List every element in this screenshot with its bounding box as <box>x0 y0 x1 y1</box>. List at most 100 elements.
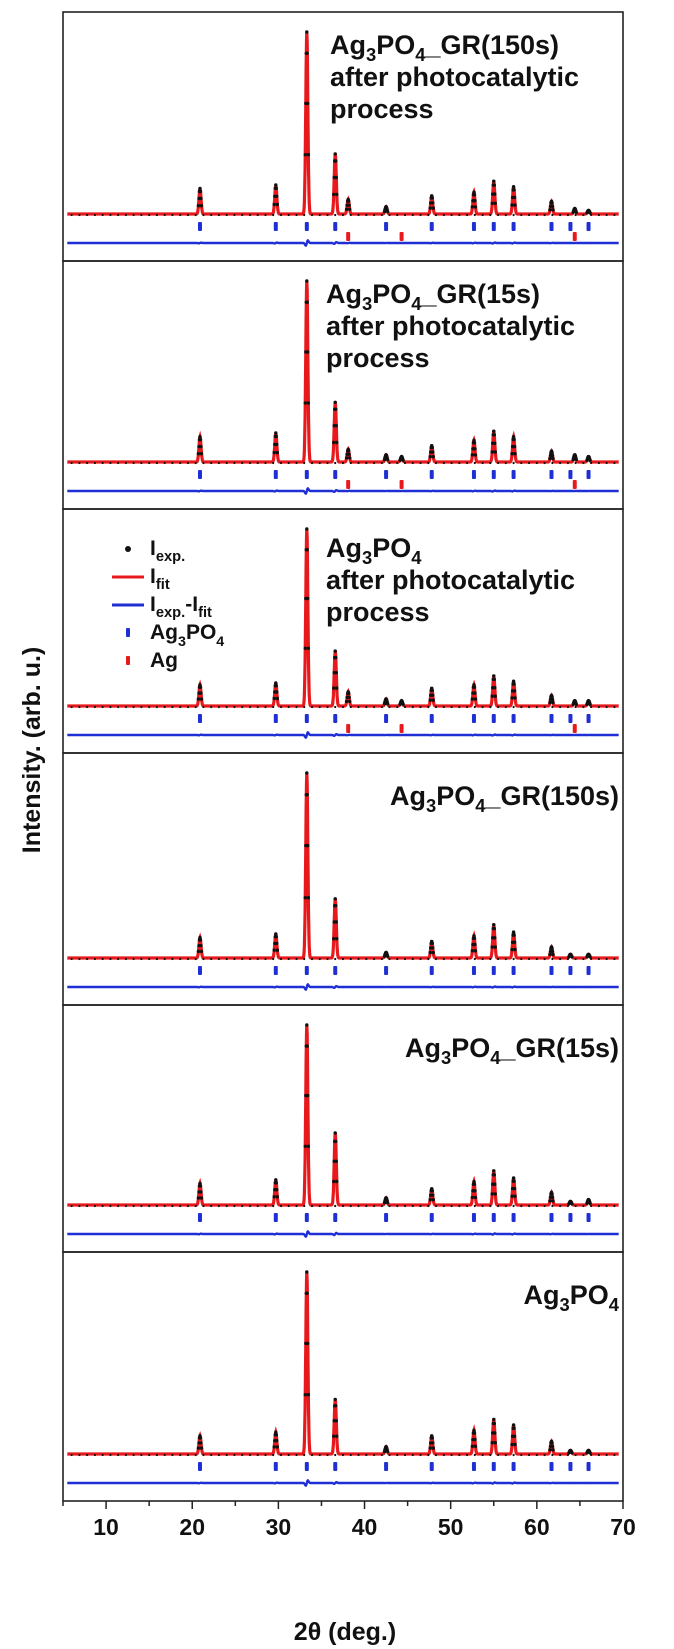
difference-line <box>67 1478 619 1488</box>
experimental-point <box>357 461 360 465</box>
experimental-point <box>403 705 407 709</box>
experimental-point <box>473 1453 476 1457</box>
panel-label-line: Ag3PO4 <box>326 533 422 568</box>
experimental-point <box>275 948 280 952</box>
experimental-points <box>70 30 616 217</box>
panel-label-line: after photocatalytic <box>326 311 575 341</box>
experimental-point <box>326 1204 329 1208</box>
experimental-point <box>430 196 434 200</box>
experimental-point <box>155 213 158 217</box>
experimental-point <box>148 461 151 465</box>
experimental-point <box>434 1204 438 1208</box>
experimental-point <box>256 1453 259 1457</box>
panel-label-line: Ag3PO4 <box>150 621 224 650</box>
experimental-point <box>305 1023 309 1027</box>
experimental-point <box>512 1179 516 1183</box>
experimental-point <box>419 957 422 961</box>
experimental-point <box>372 1204 376 1208</box>
ag-bragg-tick <box>399 232 404 241</box>
ag3po4-bragg-tick <box>549 966 554 975</box>
experimental-point <box>434 957 438 961</box>
experimental-point <box>332 686 336 690</box>
experimental-point <box>431 455 435 459</box>
experimental-point <box>93 213 96 217</box>
experimental-point <box>86 705 89 709</box>
experimental-point <box>357 705 360 709</box>
ag3po4-bragg-tick <box>197 966 202 975</box>
experimental-point <box>217 705 220 709</box>
experimental-point <box>101 1453 104 1457</box>
experimental-point <box>450 957 453 961</box>
experimental-point <box>332 440 336 445</box>
experimental-point <box>279 213 283 217</box>
experimental-point <box>326 461 329 465</box>
experimental-point <box>528 705 531 709</box>
experimental-point <box>248 213 252 217</box>
ag3po4-bragg-tick <box>568 222 573 231</box>
experimental-point <box>550 1441 554 1445</box>
experimental-point <box>279 1453 283 1457</box>
experimental-point <box>481 213 484 217</box>
experimental-point <box>117 1204 120 1208</box>
experimental-point <box>194 1453 197 1457</box>
experimental-point <box>318 1204 321 1208</box>
experimental-point <box>305 793 309 797</box>
experimental-point <box>551 208 555 212</box>
panel-label-line: after photocatalytic <box>326 565 575 595</box>
experimental-point <box>347 452 351 456</box>
experimental-point <box>275 690 279 694</box>
experimental-point <box>303 957 306 961</box>
experimental-point <box>335 686 339 690</box>
experimental-point <box>264 461 267 465</box>
experimental-point <box>548 208 552 212</box>
experimental-point <box>275 941 279 946</box>
experimental-point <box>274 1178 278 1182</box>
ag3po4-bragg-tick <box>568 1462 573 1471</box>
experimental-point <box>171 1204 174 1208</box>
experimental-point <box>241 957 244 961</box>
experimental-point <box>306 646 311 650</box>
experimental-point <box>86 957 89 961</box>
experimental-point <box>341 461 345 465</box>
experimental-point <box>431 1446 435 1450</box>
experimental-point <box>295 1453 298 1457</box>
experimental-point <box>225 957 228 961</box>
experimental-point <box>305 30 309 34</box>
experimental-point <box>493 936 497 940</box>
experimental-point <box>117 213 120 217</box>
experimental-point <box>198 435 202 439</box>
ag3po4-bragg-tick <box>491 1462 496 1471</box>
experimental-point <box>318 213 321 217</box>
experimental-point <box>347 449 351 453</box>
x-tick-label: 40 <box>352 1514 378 1540</box>
ag3po4-bragg-tick <box>586 222 591 231</box>
experimental-point <box>510 452 514 456</box>
experimental-point <box>490 1441 494 1445</box>
experimental-point <box>305 51 309 55</box>
experimental-point <box>431 693 435 697</box>
experimental-point <box>233 705 236 709</box>
experimental-point <box>272 1204 275 1208</box>
experimental-point <box>442 213 445 217</box>
experimental-point <box>264 1453 267 1457</box>
experimental-point <box>481 957 484 961</box>
experimental-point <box>148 1453 151 1457</box>
experimental-point <box>528 1204 531 1208</box>
experimental-point <box>357 957 360 961</box>
experimental-point <box>109 213 112 217</box>
experimental-point <box>179 1204 182 1208</box>
experimental-point <box>493 192 497 196</box>
experimental-point <box>411 461 414 465</box>
experimental-point <box>202 461 205 465</box>
experimental-point <box>287 461 290 465</box>
experimental-point <box>434 461 438 465</box>
ag3po4-bragg-tick <box>586 966 591 975</box>
experimental-point <box>511 930 516 934</box>
experimental-point <box>372 1453 376 1457</box>
experimental-point <box>217 1453 220 1457</box>
experimental-point <box>274 932 278 936</box>
experimental-point <box>512 461 515 465</box>
experimental-point <box>472 1182 477 1187</box>
experimental-point <box>179 213 182 217</box>
experimental-point <box>225 461 228 465</box>
